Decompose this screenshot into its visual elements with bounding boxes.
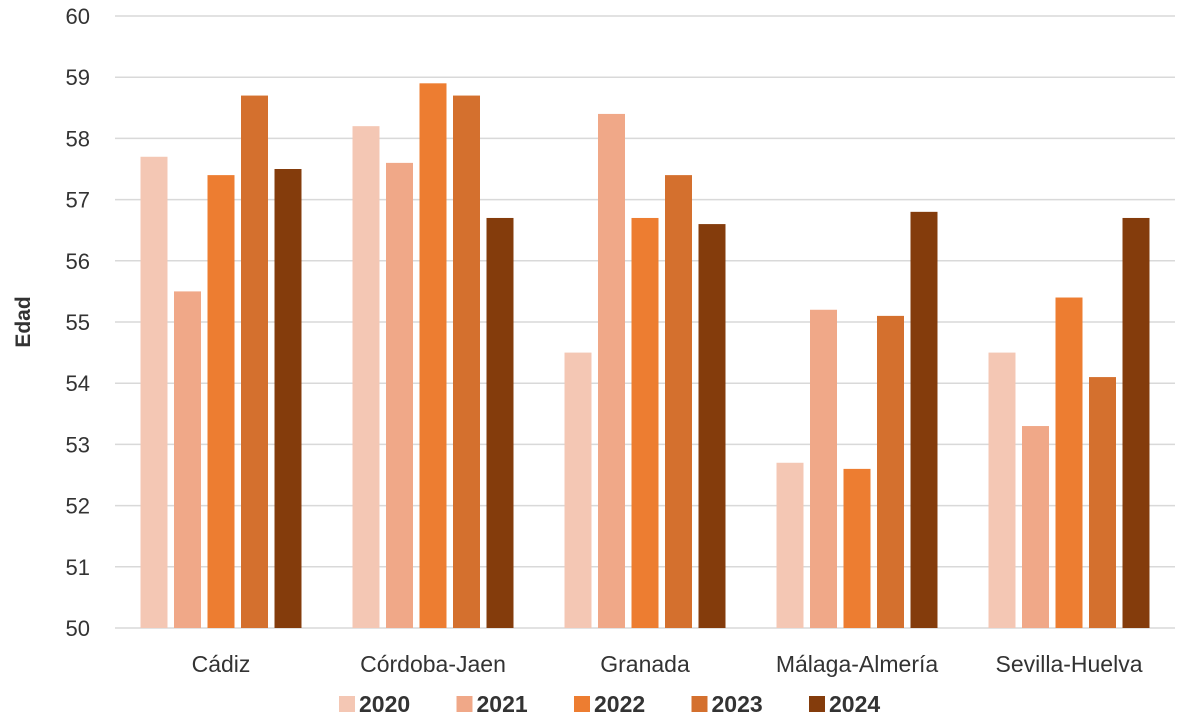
legend-swatch-2024 — [809, 696, 825, 712]
y-tick-label: 53 — [66, 432, 90, 457]
x-category-label: Cádiz — [192, 651, 251, 677]
bar-2020-2 — [564, 352, 592, 628]
bar-2023-3 — [877, 315, 904, 628]
bar-2021-3 — [810, 309, 837, 628]
y-tick-label: 59 — [66, 65, 90, 90]
x-axis-categories: Cádiz Córdoba-Jaen Granada Málaga-Almería Se… — [192, 651, 1143, 677]
y-tick-label: 56 — [66, 249, 90, 274]
legend-label: 2024 — [829, 691, 880, 717]
bar-2021-0 — [174, 291, 201, 628]
bar-2021-4 — [1022, 426, 1049, 628]
bar-2022-3 — [843, 468, 871, 628]
x-category-label: Málaga-Almería — [776, 651, 939, 677]
bar-2020-3 — [776, 462, 804, 628]
y-tick-label: 57 — [66, 188, 90, 213]
x-category-label: Córdoba-Jaen — [360, 651, 506, 677]
legend-label: 2023 — [712, 691, 763, 717]
bar-2023-4 — [1089, 377, 1116, 628]
legend-swatch-2022 — [574, 696, 590, 712]
legend-label: 2021 — [477, 691, 528, 717]
bars — [140, 83, 1150, 629]
legend-swatch-2023 — [691, 696, 708, 712]
bar-2022-0 — [207, 175, 235, 628]
y-tick-label: 58 — [66, 126, 90, 151]
y-axis-label: Edad — [12, 296, 35, 347]
legend: 2020 2021 2022 2023 2024 — [339, 691, 880, 717]
x-category-label: Granada — [600, 651, 690, 677]
y-axis-ticks: 50 51 52 53 54 55 56 57 58 59 60 — [66, 4, 90, 641]
bar-2024-2 — [698, 224, 726, 628]
bar-2021-1 — [386, 162, 413, 628]
bar-2023-0 — [241, 95, 268, 628]
y-tick-label: 54 — [66, 371, 90, 396]
bar-2024-4 — [1122, 217, 1150, 628]
legend-label: 2020 — [359, 691, 410, 717]
bar-2020-0 — [140, 156, 168, 628]
legend-label: 2022 — [594, 691, 645, 717]
bar-2024-3 — [910, 211, 938, 628]
bar-2023-2 — [665, 175, 692, 628]
y-tick-label: 52 — [66, 494, 90, 519]
bar-2020-4 — [988, 352, 1016, 628]
y-tick-label: 50 — [66, 616, 90, 641]
y-tick-label: 55 — [66, 310, 90, 335]
x-category-label: Sevilla-Huelva — [995, 651, 1142, 677]
bar-2023-1 — [453, 95, 480, 628]
bar-2022-2 — [631, 217, 659, 628]
bar-2024-1 — [486, 217, 514, 628]
bar-2024-0 — [274, 169, 302, 628]
bar-2022-1 — [419, 83, 447, 628]
legend-swatch-2021 — [456, 696, 473, 712]
y-tick-label: 51 — [66, 555, 90, 580]
legend-swatch-2020 — [339, 696, 355, 712]
y-tick-label: 60 — [66, 4, 90, 29]
bar-2020-1 — [352, 126, 380, 628]
bar-2021-2 — [598, 113, 625, 629]
bar-2022-4 — [1055, 297, 1083, 628]
